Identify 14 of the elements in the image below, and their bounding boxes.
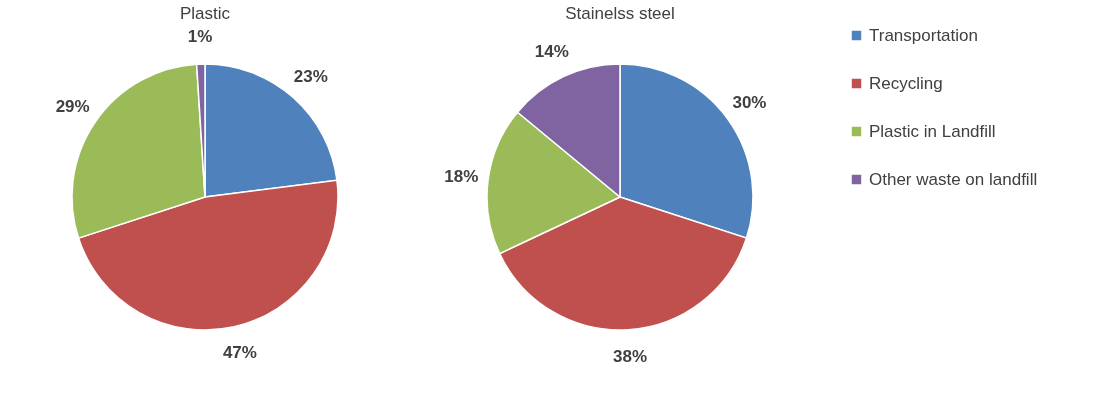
data-label: 38% (613, 346, 648, 366)
legend-label: Other waste on landfill (869, 169, 1038, 189)
legend-label: Recycling (869, 73, 943, 93)
data-label: 29% (55, 97, 90, 117)
data-label: 14% (534, 42, 569, 62)
data-label: 47% (222, 343, 257, 363)
data-label: 30% (732, 92, 767, 112)
data-label: 23% (293, 66, 328, 86)
legend-label: Plastic in Landfill (869, 121, 996, 141)
data-label: 1% (187, 27, 213, 47)
legend-label: Transportation (869, 25, 978, 45)
chart-title: Plastic (179, 4, 231, 23)
data-label: 18% (444, 166, 479, 186)
chart-title: Stainelss steel (565, 4, 675, 23)
